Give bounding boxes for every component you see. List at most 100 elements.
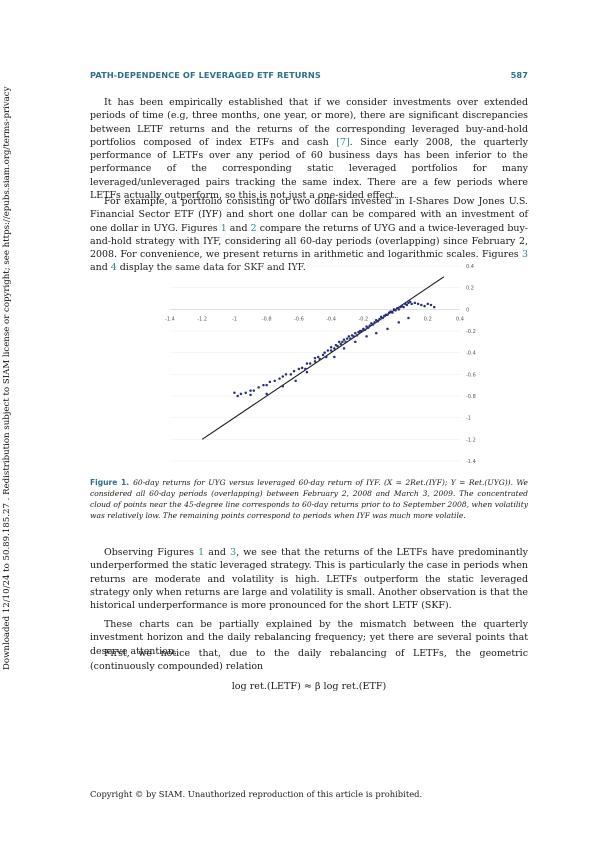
y-tick-label-0: 0.4 xyxy=(466,264,474,270)
equation: log ret.(LETF) ≈ β log ret.(ETF) xyxy=(231,681,387,692)
data-point-33 xyxy=(336,344,339,348)
y-tick-label-5: -0.6 xyxy=(466,372,476,378)
data-point-26 xyxy=(323,351,326,354)
y-tick-label-4: -0.4 xyxy=(466,351,476,357)
data-point-11 xyxy=(278,377,281,380)
data-point-10 xyxy=(273,379,276,383)
data-point-90 xyxy=(374,331,378,335)
data-point-20 xyxy=(308,362,312,365)
data-point-95 xyxy=(305,370,309,374)
data-point-87 xyxy=(407,316,410,320)
data-point-44 xyxy=(354,331,357,335)
data-point-1 xyxy=(236,394,239,398)
data-point-18 xyxy=(304,367,307,371)
data-point-91 xyxy=(365,335,368,338)
data-point-40 xyxy=(347,335,351,338)
data-point-59 xyxy=(378,317,381,321)
data-point-19 xyxy=(305,362,309,365)
data-point-67 xyxy=(391,311,394,314)
download-notice-text: Downloaded 12/10/24 to 50.89.185.27 . Re… xyxy=(2,86,12,670)
data-point-69 xyxy=(394,309,397,312)
data-point-24 xyxy=(318,357,322,361)
data-point-74 xyxy=(402,305,405,309)
figure-link-2[interactable]: 2 xyxy=(250,222,257,234)
data-point-85 xyxy=(429,303,433,307)
y-tick-label-3: -0.2 xyxy=(466,329,476,335)
y-tick-label-8: -1.2 xyxy=(466,437,476,443)
data-point-93 xyxy=(342,347,346,350)
data-point-6 xyxy=(257,386,260,389)
data-point-29 xyxy=(329,349,333,352)
figure-link-1b[interactable]: 1 xyxy=(198,547,205,558)
paragraph-3: Observing Figures 1 and 3, we see that t… xyxy=(90,547,528,611)
data-point-58 xyxy=(376,320,380,323)
data-point-8 xyxy=(265,383,268,387)
y-tick-label-2: 0 xyxy=(466,307,469,313)
x-tick-label-9: 0.4 xyxy=(456,316,464,322)
y-tick-label-9: -1.4 xyxy=(466,459,476,465)
data-point-80 xyxy=(413,301,417,305)
data-point-99 xyxy=(249,393,252,397)
data-point-45 xyxy=(355,334,359,337)
scatter-plot: -1.4 -1.2 -1 -0.8 -0.6 -0.4 -0.2 0.2 0.4 0.4 0.2 0 -… xyxy=(165,264,476,465)
data-point-36 xyxy=(341,340,344,344)
citation-link[interactable]: [7] xyxy=(336,136,350,148)
y-tick-label-7: -1 xyxy=(466,416,471,422)
data-point-30 xyxy=(329,346,333,349)
data-point-23 xyxy=(316,355,320,359)
data-point-28 xyxy=(326,349,330,352)
paragraph-2: For example, a portfolio consisting of t… xyxy=(90,196,528,274)
figure-link-4[interactable]: 4 xyxy=(110,262,117,274)
data-point-88 xyxy=(397,321,401,324)
data-point-38 xyxy=(344,340,347,344)
page-number: 587 xyxy=(510,70,528,80)
data-point-52 xyxy=(366,326,370,329)
data-point-12 xyxy=(281,375,285,378)
data-point-98 xyxy=(265,392,268,396)
data-point-25 xyxy=(321,353,325,357)
data-point-53 xyxy=(368,324,372,327)
figure-link-3[interactable]: 3 xyxy=(521,249,528,260)
download-notice: Downloaded 12/10/24 to 50.89.185.27 . Re… xyxy=(2,86,18,670)
data-point-9 xyxy=(268,380,272,384)
data-point-7 xyxy=(262,383,265,387)
x-tick-label-5: -0.4 xyxy=(326,316,336,322)
data-point-94 xyxy=(333,355,336,359)
data-point-5 xyxy=(252,389,256,392)
data-point-27 xyxy=(325,355,328,359)
figure-caption-text: 60-day returns for UYG versus leveraged … xyxy=(90,478,529,520)
data-point-39 xyxy=(345,337,349,340)
data-point-16 xyxy=(297,367,301,371)
x-tick-label-0: -1.4 xyxy=(165,316,175,322)
x-tick-label-1: -1.2 xyxy=(197,316,207,322)
reference-line xyxy=(201,276,445,440)
figure-link-1[interactable]: 1 xyxy=(220,222,227,234)
data-point-37 xyxy=(342,338,346,341)
data-point-84 xyxy=(426,302,430,306)
running-header: PATH-DEPENDENCE OF LEVERAGED ETF RETURNS… xyxy=(90,70,528,80)
data-point-34 xyxy=(337,340,341,344)
x-tick-label-4: -0.6 xyxy=(294,316,304,322)
paragraph-4: These charts can be partially explained … xyxy=(90,619,528,657)
data-point-50 xyxy=(363,328,367,332)
data-point-48 xyxy=(360,329,363,333)
paragraph-1: It has been empirically established that… xyxy=(90,97,529,201)
data-point-21 xyxy=(313,360,317,363)
data-point-96 xyxy=(294,379,297,383)
data-point-81 xyxy=(416,302,420,306)
x-tick-label-8: 0.2 xyxy=(424,316,432,322)
data-point-61 xyxy=(381,316,384,320)
data-point-35 xyxy=(339,342,343,346)
data-point-4 xyxy=(249,389,252,392)
data-point-76 xyxy=(405,303,409,307)
data-point-82 xyxy=(420,303,423,307)
data-point-2 xyxy=(239,392,243,396)
figure-link-3b[interactable]: 3 xyxy=(230,547,237,558)
figure-1-caption: Figure 1. 60-day returns for UYG versus l… xyxy=(90,478,528,522)
x-tick-label-6: -0.2 xyxy=(358,316,368,322)
data-point-56 xyxy=(373,321,376,324)
data-point-13 xyxy=(284,373,288,376)
data-point-86 xyxy=(432,305,436,309)
data-point-15 xyxy=(292,369,296,373)
y-tick-label-1: 0.2 xyxy=(466,286,474,292)
